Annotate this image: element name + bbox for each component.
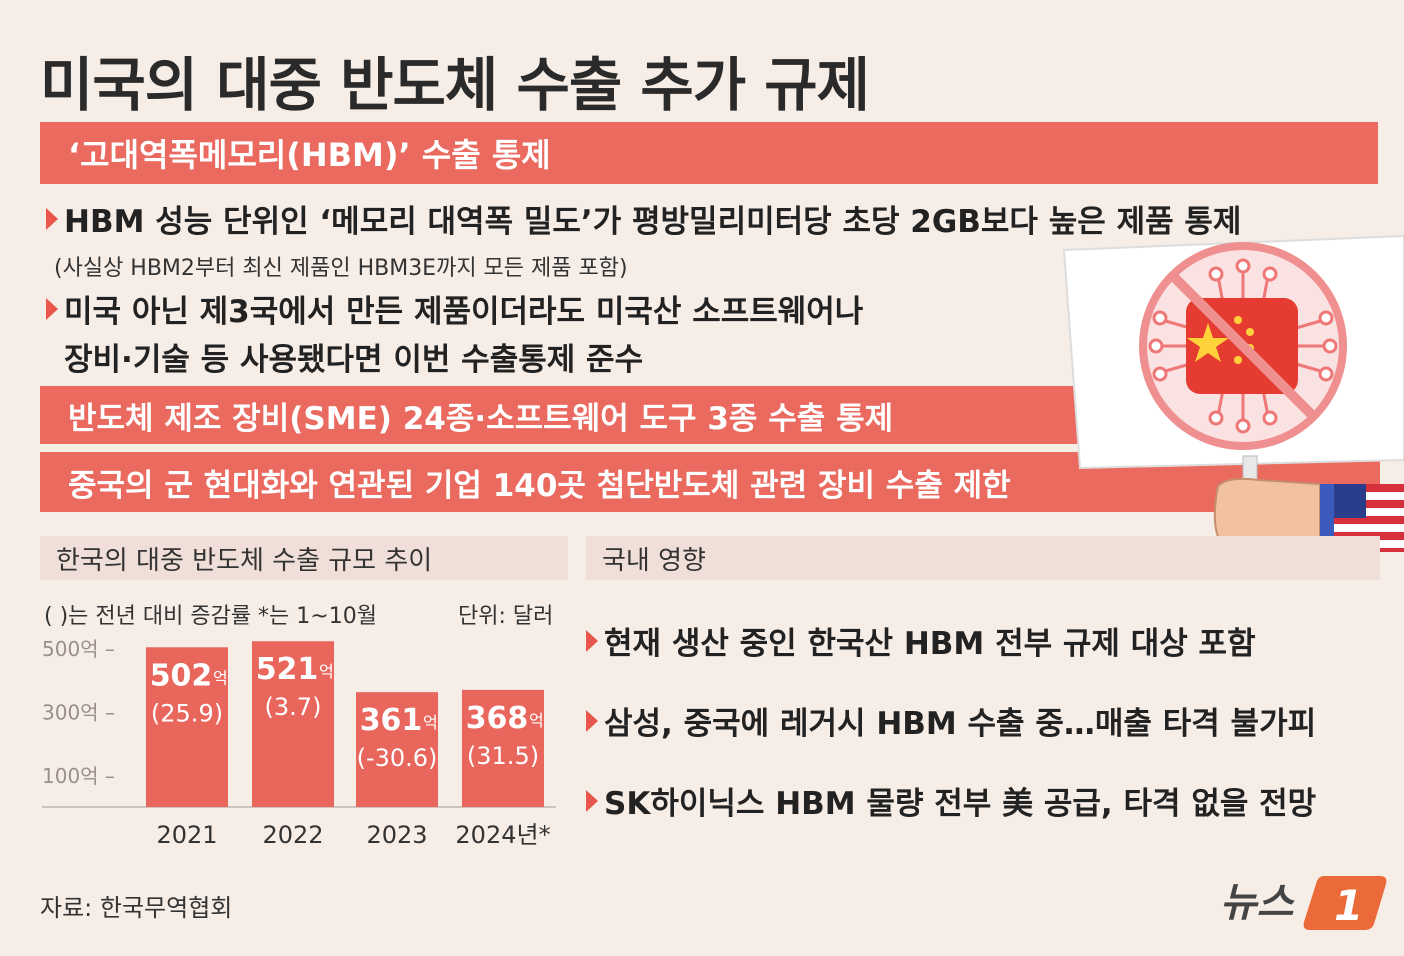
- bar-value-label: 521: [256, 652, 319, 687]
- triangle-bullet-icon: [586, 629, 598, 652]
- bar-change-label: (31.5): [467, 742, 539, 770]
- impact-item-3: SK하이닉스 HBM 물량 전부 美 공급, 타격 없을 전망: [586, 778, 1316, 823]
- bullet-hbm-density: HBM 성능 단위인 ‘메모리 대역폭 밀도’가 평방밀리미터당 초당 2GB보…: [46, 196, 1241, 241]
- x-tick-label: 2024년*: [455, 821, 550, 849]
- bullet-text-continued: 장비·기술 등 사용됐다면 이번 수출통제 준수: [64, 342, 644, 378]
- bar-value-label: 368: [466, 701, 529, 736]
- x-tick-label: 2021: [156, 821, 217, 849]
- x-tick-label: 2022: [262, 821, 323, 849]
- chart-legend: ( )는 전년 대비 증감률 *는 1~10월: [44, 604, 377, 629]
- bar-change-label: (25.9): [151, 699, 223, 727]
- y-tick-label: 100억 –: [42, 764, 115, 788]
- bar-value-unit: 억: [319, 662, 334, 681]
- bullet-third-country: 미국 아닌 제3국에서 만든 제품이더라도 미국산 소프트웨어나: [46, 286, 863, 331]
- impact-text: SK하이닉스 HBM 물량 전부 美 공급, 타격 없을 전망: [604, 786, 1317, 822]
- triangle-bullet-icon: [586, 709, 598, 732]
- logo-text: 뉴스: [1220, 880, 1296, 926]
- triangle-bullet-icon: [46, 297, 58, 320]
- bar-change-label: (-30.6): [357, 744, 438, 772]
- triangle-bullet-icon: [46, 207, 58, 230]
- section-header-hbm: ‘고대역폭메모리(HBM)’ 수출 통제: [40, 122, 1378, 184]
- bar-value-label: 361: [360, 703, 423, 738]
- page-title: 미국의 대중 반도체 수출 추가 규제: [40, 51, 870, 119]
- source-note: 자료: 한국무역협회: [40, 894, 233, 922]
- bullet-text: HBM 성능 단위인 ‘메모리 대역폭 밀도’가 평방밀리미터당 초당 2GB보…: [64, 204, 1242, 240]
- impact-text: 삼성, 중국에 레거시 HBM 수출 중…매출 타격 불가피: [604, 706, 1317, 742]
- bar: [146, 647, 228, 807]
- logo-mark: 1: [1334, 881, 1363, 930]
- bar-change-label: (3.7): [265, 693, 322, 721]
- news1-logo: 뉴스 1: [1220, 876, 1387, 930]
- triangle-bullet-icon: [586, 789, 598, 812]
- band-sme-control: 반도체 제조 장비(SME) 24종·소프트웨어 도구 3종 수출 통제: [40, 386, 1380, 444]
- chart-header: 한국의 대중 반도체 수출 규모 추이: [40, 536, 568, 580]
- impact-item-2: 삼성, 중국에 레거시 HBM 수출 중…매출 타격 불가피: [586, 698, 1316, 743]
- impact-item-1: 현재 생산 중인 한국산 HBM 전부 규제 대상 포함: [586, 618, 1256, 663]
- chart-unit: 단위: 달러: [458, 604, 554, 629]
- bullet-note: (사실상 HBM2부터 최신 제품인 HBM3E까지 모든 제품 포함): [54, 256, 628, 281]
- bar-value-unit: 억: [213, 668, 228, 687]
- bar-value-unit: 억: [529, 711, 544, 730]
- bar-value-label: 502: [150, 658, 213, 693]
- no-china-chip-sign-icon: [1062, 234, 1404, 560]
- bar: [252, 641, 334, 807]
- y-tick-label: 500억 –: [42, 637, 115, 661]
- x-tick-label: 2023: [366, 821, 427, 849]
- y-tick-label: 300억 –: [42, 701, 115, 725]
- bullet-text: 미국 아닌 제3국에서 만든 제품이더라도 미국산 소프트웨어나: [64, 294, 864, 330]
- bar-value-unit: 억: [423, 713, 438, 732]
- bar: [462, 689, 544, 807]
- impact-header: 국내 영향: [586, 536, 1380, 580]
- bar: [356, 692, 438, 807]
- impact-text: 현재 생산 중인 한국산 HBM 전부 규제 대상 포함: [604, 626, 1256, 662]
